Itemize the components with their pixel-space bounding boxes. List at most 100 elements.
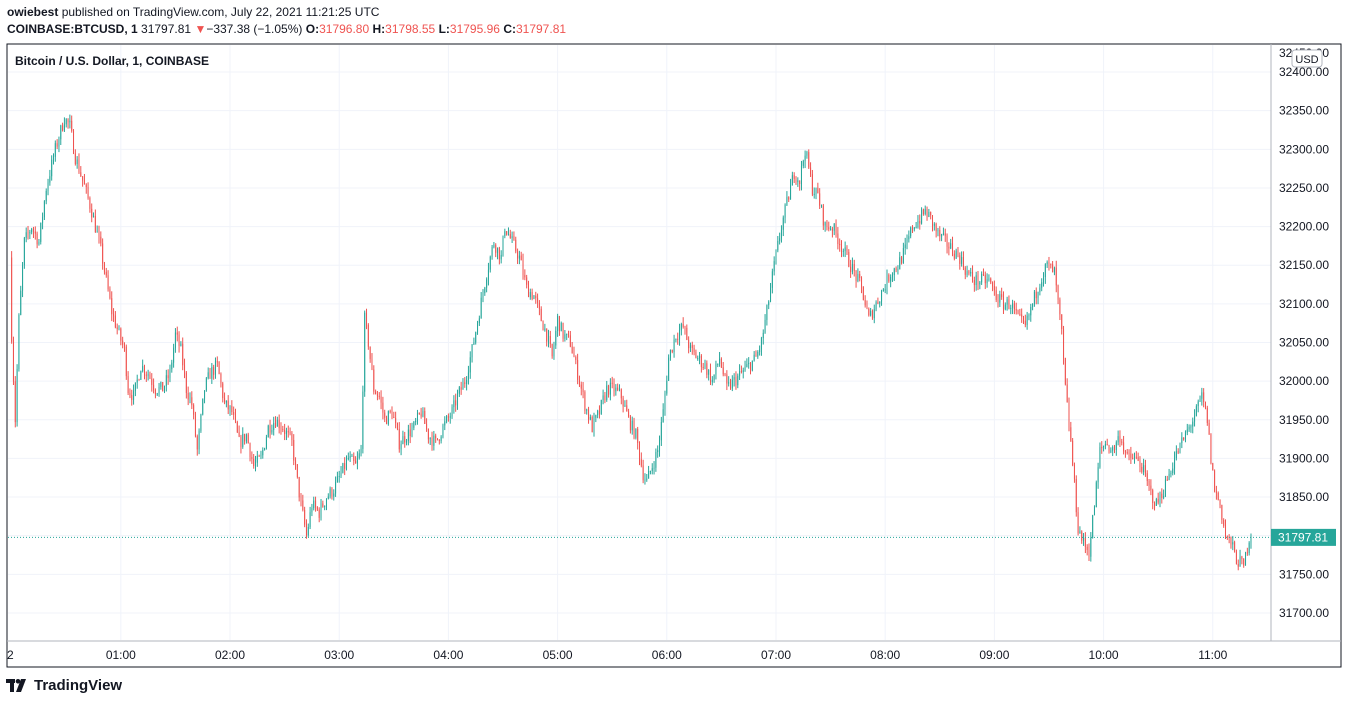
price-change: −337.38 (−1.05%) [206,22,303,36]
candle [1204,401,1206,410]
candle-body [1186,429,1188,433]
candle-body [668,357,670,381]
candle-body [1135,456,1137,458]
candle-body [89,197,91,209]
candle-body [1237,563,1239,567]
candle [693,344,695,356]
candle-body [289,432,291,434]
candle-body [1004,304,1006,310]
candle [697,355,699,361]
candle [484,286,486,296]
candle-body [231,405,233,413]
candle-body [134,382,136,391]
candle [71,115,73,133]
candle-body [1095,482,1097,508]
candle [420,407,422,419]
candle-body [733,377,735,380]
candle-body [537,298,539,303]
candle-body [602,395,604,400]
candle-body [961,257,963,264]
candle-body [202,398,204,415]
candle [63,117,65,132]
candle-body [98,231,100,237]
candle-body [1099,447,1101,468]
candle-body [806,152,808,156]
candle-body [91,208,93,218]
candle-body [1113,447,1115,450]
candle [755,350,757,357]
candle [1115,440,1117,456]
candle-body [1053,267,1055,273]
candle [229,405,231,416]
candle [298,476,300,502]
candle-body [400,444,402,450]
candle [93,212,95,218]
candle [717,363,719,368]
candle-body [43,201,45,218]
candle [1079,526,1081,534]
candle [255,455,257,472]
candle [655,448,657,472]
currency-badge[interactable] [1291,49,1323,68]
change-down-icon: ▼ [194,22,207,36]
candle [850,259,852,278]
candle-body [573,353,575,358]
candle-body [1159,493,1161,503]
candle [162,381,164,392]
candle [333,489,335,501]
candle [819,188,821,210]
candle [1159,491,1161,508]
candle-body [1225,525,1227,537]
candle [893,267,895,281]
candle [1139,456,1141,473]
candle-body [548,335,550,342]
candle [1245,551,1247,566]
candle-body [775,250,777,262]
candle-body [1204,402,1206,408]
candle-body [859,273,861,279]
candle [49,169,51,186]
candle-body [813,193,815,195]
candle-body [18,314,20,369]
candle [140,370,142,380]
candle [1126,448,1128,455]
publisher-name[interactable]: owiebest [7,5,59,19]
candle [253,453,255,469]
candle-body [731,379,733,389]
candle [182,337,184,371]
candle-body [462,382,464,390]
symbol-label[interactable]: COINBASE:BTCUSD, 1 [7,22,138,36]
candle-body [171,362,173,370]
candle-body [853,263,855,271]
candle [103,261,105,275]
candle-body [984,274,986,284]
candle-body [1035,291,1037,299]
candle [1043,272,1045,287]
brand-footer[interactable]: TradingView [6,677,122,694]
candle [684,325,686,335]
candle [411,422,413,438]
candle [691,341,693,355]
candle-body [107,275,109,290]
time-axis[interactable]: 01:00 02:00 03:00 04:00 05:00 06:00 07:00 08:00… [7,648,1228,662]
candle-body [830,228,832,230]
candle-body [1168,473,1170,481]
candle-body [258,455,260,457]
candle [775,249,777,265]
candle [820,204,822,208]
candle [429,437,431,446]
candle-body [318,509,320,518]
candle [771,268,773,294]
candle-body [147,374,149,376]
candle [500,250,502,264]
candle [422,407,424,418]
candle-body [125,346,127,377]
candle-body [768,301,770,306]
candle-body [571,346,573,354]
candle-body [577,359,579,380]
candle [32,226,34,238]
candle [968,269,970,276]
candle [782,215,784,237]
candle [961,251,963,267]
